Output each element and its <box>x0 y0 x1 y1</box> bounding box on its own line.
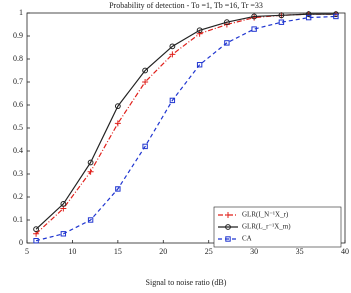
marker <box>169 43 176 50</box>
x-tick-label: 30 <box>250 247 258 256</box>
marker <box>278 12 285 19</box>
legend-marker <box>225 212 231 218</box>
marker <box>196 30 203 37</box>
x-tick-label: 15 <box>114 247 122 256</box>
x-tick-label: 40 <box>341 247 349 256</box>
x-tick-label: 35 <box>296 247 304 256</box>
y-tick-label: 0.5 <box>13 123 23 132</box>
marker <box>142 79 149 85</box>
marker <box>87 168 94 175</box>
y-tick-label: 0 <box>19 238 23 247</box>
legend-marker <box>225 224 231 230</box>
line <box>35 13 336 230</box>
y-tick-label: 0.3 <box>13 169 23 178</box>
marker <box>278 19 285 25</box>
y-tick-label: 0.9 <box>13 31 23 40</box>
marker <box>305 11 312 18</box>
marker <box>87 159 94 166</box>
marker <box>305 14 312 21</box>
x-tick-label: 20 <box>159 247 167 256</box>
legend-marker <box>225 236 231 242</box>
marker <box>114 120 121 127</box>
marker <box>333 13 339 20</box>
line <box>35 15 336 242</box>
marker <box>196 62 203 68</box>
marker <box>142 67 149 74</box>
marker <box>33 238 39 244</box>
marker <box>115 186 121 192</box>
marker <box>223 19 230 26</box>
marker <box>251 26 257 32</box>
legend-label: GLR(L_r⁻¹X_m) <box>242 223 291 231</box>
marker <box>142 143 148 150</box>
y-tick-label: 0.4 <box>13 146 23 155</box>
marker <box>60 201 67 207</box>
legend-label: CA <box>242 235 252 243</box>
marker <box>114 103 121 110</box>
marker <box>224 40 230 46</box>
x-tick-label: 5 <box>25 247 29 256</box>
legend-label: GLR(I_N⁻¹X_r) <box>242 211 289 219</box>
marker <box>251 13 258 20</box>
marker <box>169 51 176 58</box>
marker <box>60 231 67 237</box>
x-tick-label: 25 <box>205 247 213 256</box>
marker <box>196 27 203 34</box>
y-tick-label: 0.1 <box>13 215 23 224</box>
x-axis-label: Signal to noise ratio (dB) <box>146 278 227 287</box>
line <box>35 13 336 235</box>
y-tick-label: 0.8 <box>13 54 23 63</box>
y-tick-label: 0.7 <box>13 77 23 86</box>
x-tick-label: 10 <box>68 247 76 256</box>
y-tick-label: 0.6 <box>13 100 23 109</box>
y-tick-label: 0.2 <box>13 192 23 201</box>
y-tick-label: 1 <box>19 8 23 17</box>
marker <box>169 97 176 104</box>
marker <box>33 226 39 233</box>
chart-title: Probability of detection - To =1, Tb =16… <box>109 1 263 10</box>
marker <box>87 217 94 223</box>
